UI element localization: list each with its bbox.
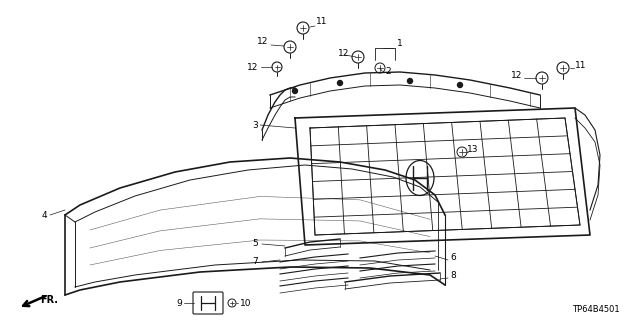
Text: 1: 1 [397,38,403,47]
Circle shape [458,83,463,87]
Text: 2: 2 [385,68,390,76]
Text: 7: 7 [252,258,258,267]
Text: 13: 13 [467,146,479,155]
Text: 9: 9 [176,299,182,308]
Text: 3: 3 [252,121,258,130]
Circle shape [408,78,413,84]
Text: 6: 6 [450,252,456,261]
Text: 8: 8 [450,271,456,281]
Text: 11: 11 [575,60,586,69]
Text: TP64B4501: TP64B4501 [572,305,620,314]
Text: 10: 10 [240,299,252,308]
Text: 12: 12 [511,71,522,81]
Text: 12: 12 [257,37,268,46]
Text: 5: 5 [252,239,258,249]
Text: 12: 12 [246,62,258,71]
Text: 12: 12 [338,50,349,59]
Text: FR.: FR. [40,295,58,305]
Text: 11: 11 [316,18,328,27]
Text: 4: 4 [42,211,47,220]
Circle shape [337,81,342,85]
Circle shape [292,89,298,93]
